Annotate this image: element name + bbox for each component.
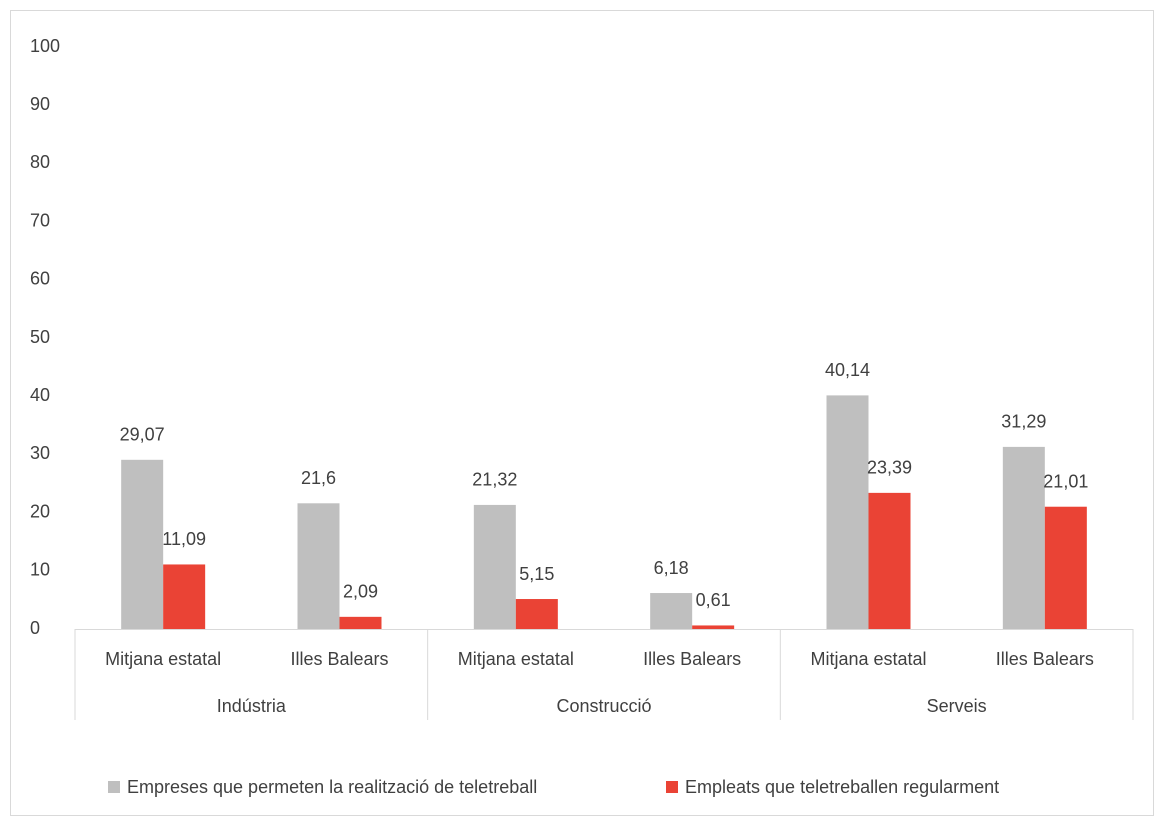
legend-label: Empleats que teletreballen regularment bbox=[685, 777, 999, 797]
legend-swatch bbox=[666, 781, 678, 793]
bar bbox=[515, 599, 558, 629]
bar bbox=[121, 459, 164, 629]
value-label: 21,32 bbox=[472, 470, 517, 490]
value-label: 23,39 bbox=[867, 458, 912, 478]
x-tick-label: Mitjana estatal bbox=[810, 649, 926, 669]
y-tick-label: 10 bbox=[30, 560, 50, 580]
value-label: 11,09 bbox=[162, 529, 206, 549]
y-tick-label: 0 bbox=[30, 618, 40, 638]
bar bbox=[868, 492, 911, 629]
y-tick-label: 90 bbox=[30, 94, 50, 114]
y-tick-label: 80 bbox=[30, 152, 50, 172]
bar bbox=[692, 625, 735, 629]
y-tick-label: 70 bbox=[30, 210, 50, 230]
x-tick-label: Illes Balears bbox=[643, 649, 741, 669]
y-tick-label: 30 bbox=[30, 443, 50, 463]
x-tick-label: Illes Balears bbox=[290, 649, 388, 669]
value-label: 0,61 bbox=[696, 590, 731, 610]
y-tick-label: 60 bbox=[30, 269, 50, 289]
legend-label: Empreses que permeten la realització de … bbox=[127, 777, 537, 797]
chart-frame bbox=[10, 10, 1154, 816]
x-tick-label: Mitjana estatal bbox=[458, 649, 574, 669]
bar bbox=[297, 503, 340, 629]
value-label: 31,29 bbox=[1001, 412, 1046, 432]
y-tick-label: 20 bbox=[30, 501, 50, 521]
group-label: Serveis bbox=[927, 696, 987, 716]
bar bbox=[339, 616, 382, 629]
y-tick-label: 40 bbox=[30, 385, 50, 405]
group-label: Construcció bbox=[556, 696, 651, 716]
x-tick-label: Illes Balears bbox=[996, 649, 1094, 669]
legend-swatch bbox=[108, 781, 120, 793]
value-label: 29,07 bbox=[120, 425, 165, 445]
bar bbox=[1002, 446, 1045, 629]
value-label: 6,18 bbox=[654, 558, 689, 578]
y-tick-label: 50 bbox=[30, 327, 50, 347]
x-tick-label: Mitjana estatal bbox=[105, 649, 221, 669]
y-tick-label: 100 bbox=[30, 36, 60, 56]
value-label: 40,14 bbox=[825, 360, 870, 380]
group-label: Indústria bbox=[217, 696, 287, 716]
bar bbox=[1044, 506, 1087, 629]
value-label: 2,09 bbox=[343, 582, 378, 602]
bar bbox=[650, 593, 693, 629]
bar bbox=[473, 504, 516, 629]
value-label: 21,01 bbox=[1043, 471, 1088, 491]
bar bbox=[163, 564, 206, 629]
value-label: 21,6 bbox=[301, 468, 336, 488]
value-label: 5,15 bbox=[519, 564, 554, 584]
bar bbox=[826, 395, 869, 629]
